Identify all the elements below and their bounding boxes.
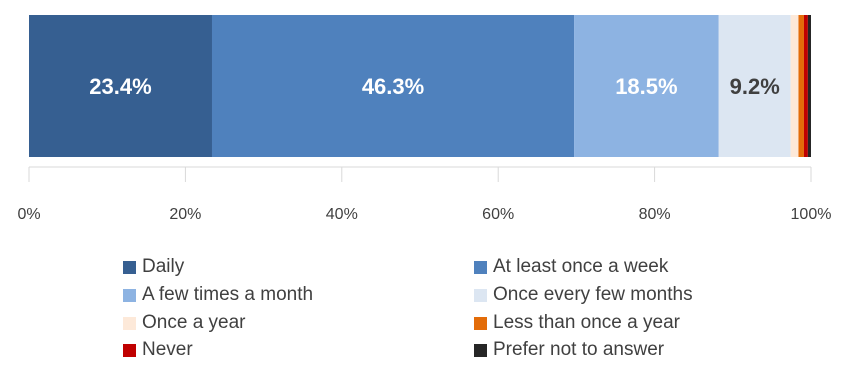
x-tick-label: 80% <box>639 206 671 223</box>
legend-item: Never <box>123 337 193 363</box>
legend-swatch <box>123 288 136 302</box>
legend-swatch <box>474 260 487 274</box>
legend-item: A few times a month <box>123 282 313 308</box>
legend-label: At least once a week <box>493 256 669 277</box>
data-label: 18.5% <box>615 74 677 99</box>
legend-label: Prefer not to answer <box>493 339 665 360</box>
bar-segment-a-few-times-a-month <box>574 15 719 157</box>
legend-item: Less than once a year <box>474 310 680 336</box>
legend-label: Daily <box>142 256 185 277</box>
legend-swatch <box>474 316 487 330</box>
bar-segment-once-a-year <box>790 15 799 157</box>
bar-segment-at-least-once-a-week <box>211 15 575 157</box>
legend-swatch <box>474 343 487 357</box>
legend-item: Once a year <box>123 310 246 336</box>
x-tick-label: 60% <box>482 206 514 223</box>
legend-swatch <box>123 343 136 357</box>
data-label: 46.3% <box>362 74 424 99</box>
legend-swatch <box>474 288 487 302</box>
bar-segment-never <box>803 15 808 157</box>
bar-group: 23.4% 46.3% 18.5% 9.2% <box>29 15 811 157</box>
legend-item: At least once a week <box>474 254 668 280</box>
bar-segment-once-every-few-months <box>718 15 791 157</box>
legend-swatch <box>123 260 136 274</box>
legend-label: Less than once a year <box>493 312 680 333</box>
data-label: 23.4% <box>89 74 151 99</box>
data-label: 9.2% <box>730 74 780 99</box>
x-axis-ticks: 0% 20% 40% 60% 80% 100% <box>17 167 831 223</box>
legend-swatch <box>123 316 136 330</box>
legend-item: Prefer not to answer <box>474 337 664 363</box>
legend-label: Never <box>142 339 193 360</box>
legend-item: Once every few months <box>474 282 693 308</box>
legend-label: Once every few months <box>493 284 693 305</box>
x-tick-label: 0% <box>17 206 40 223</box>
legend-label: Once a year <box>142 312 246 333</box>
x-tick-label: 100% <box>791 206 832 223</box>
bar-segment-daily <box>29 15 212 157</box>
legend: Daily At least once a week A few times a m… <box>0 250 844 374</box>
x-tick-label: 20% <box>169 206 201 223</box>
legend-item: Daily <box>123 254 184 280</box>
x-tick-label: 40% <box>326 206 358 223</box>
legend-label: A few times a month <box>142 284 314 305</box>
bar-segment-less-than-once-a-year <box>798 15 804 157</box>
stacked-bar-chart: 23.4% 46.3% 18.5% 9.2% 0% 20% 40% 60% 80% 100% <box>17 15 831 223</box>
bar-segment-prefer-not-to-answer <box>807 15 811 157</box>
